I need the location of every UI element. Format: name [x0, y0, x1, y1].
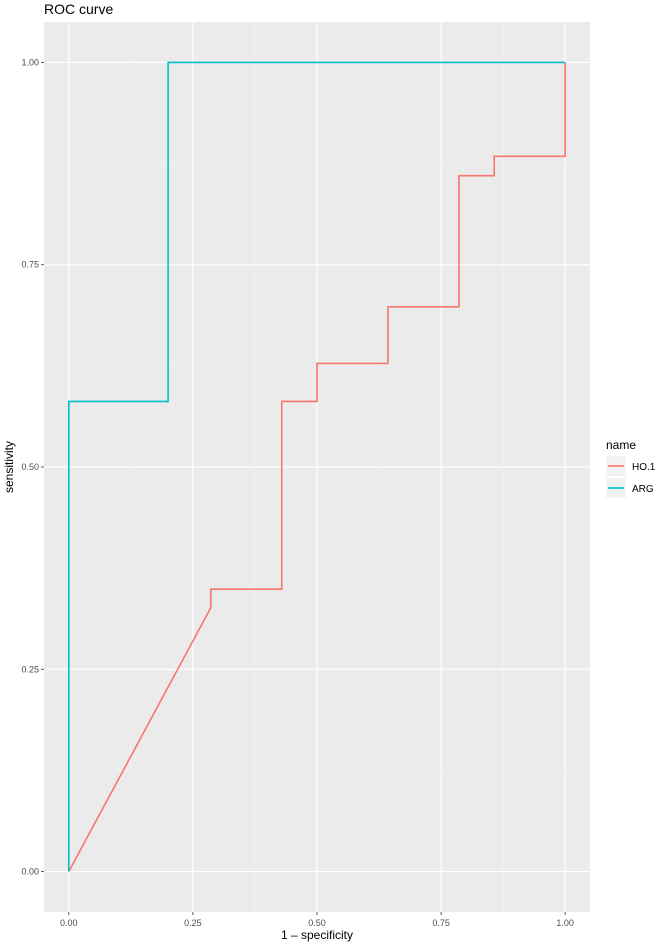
y-tick-label: 0.25: [21, 664, 39, 674]
chart-title: ROC curve: [44, 1, 113, 17]
y-tick-label: 1.00: [21, 57, 39, 67]
y-tick-label: 0.75: [21, 260, 39, 270]
x-tick-label: 0.25: [184, 918, 202, 928]
x-tick-label: 0.75: [432, 918, 450, 928]
legend-label: HO.1: [632, 462, 656, 473]
legend: name HO.1 ARG: [606, 438, 656, 498]
y-tick-label: 0.00: [21, 867, 39, 877]
series-lines: [68, 61, 566, 872]
grid-lines: [44, 22, 590, 912]
series-line-arg: [68, 61, 566, 872]
legend-label: ARG: [632, 484, 654, 495]
y-tick-label: 0.50: [21, 462, 39, 472]
series-line-ho-1: [68, 62, 566, 872]
legend-title: name: [606, 438, 636, 452]
y-axis-title: sensitivity: [2, 441, 16, 493]
x-axis-title: 1 – specificity: [281, 928, 353, 942]
x-tick-label: 1.00: [556, 918, 574, 928]
x-tick-label: 0.00: [60, 918, 78, 928]
y-axis-ticks: 0.00 0.25 0.50 0.75 1.00: [21, 57, 44, 877]
x-axis-ticks: 0.00 0.25 0.50 0.75 1.00: [60, 912, 574, 928]
legend-item: HO.1: [606, 456, 656, 476]
legend-item: ARG: [606, 478, 654, 498]
x-tick-label: 0.50: [308, 918, 326, 928]
